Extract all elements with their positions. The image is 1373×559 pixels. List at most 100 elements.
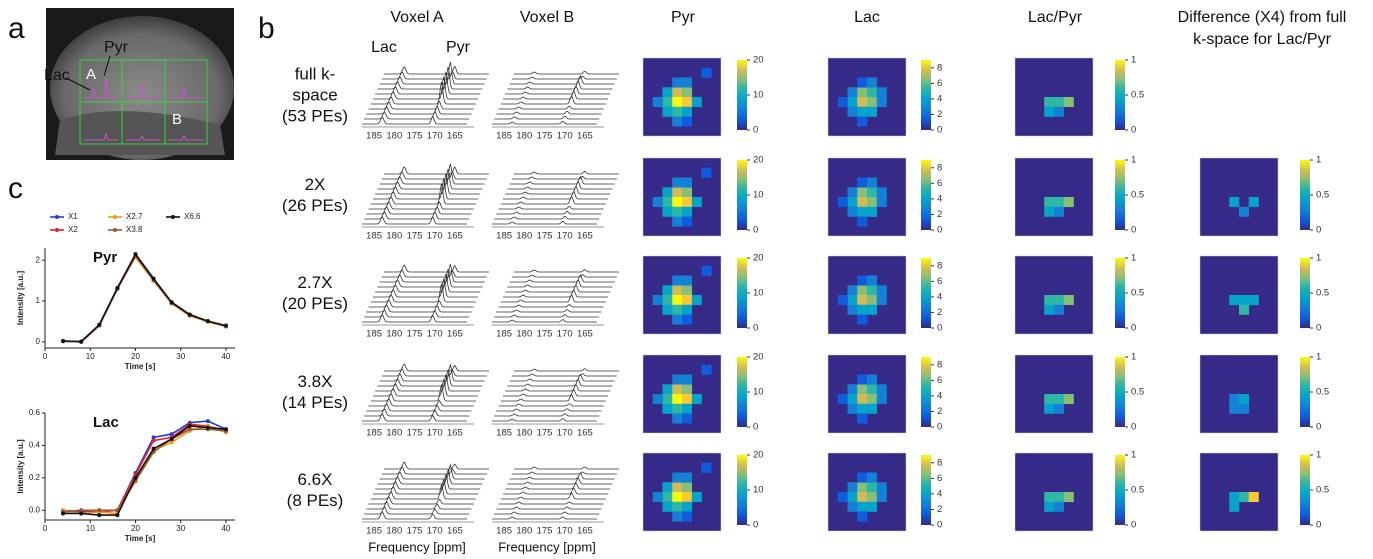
spectrum-trace (362, 315, 467, 322)
row-label: full k- (295, 64, 336, 83)
map-pixel (672, 217, 682, 227)
map-pixel (672, 197, 682, 207)
colorbar-tick-label: 8 (937, 457, 942, 468)
map-pixel (848, 187, 858, 197)
map-pixel (857, 404, 867, 414)
spectrum-trace (375, 72, 480, 94)
column-header: Lac/Pyr (1028, 9, 1083, 26)
map-pixel (857, 394, 867, 404)
freq-tick-label: 170 (427, 428, 443, 439)
map-pixel (857, 512, 867, 522)
map-pixel (682, 473, 692, 483)
data-point (61, 339, 65, 343)
map-pixel (672, 394, 682, 404)
map-pixel (848, 482, 858, 492)
colorbar (1115, 357, 1125, 427)
map-pixel (682, 414, 692, 424)
freq-tick-label: 165 (577, 231, 593, 242)
spectrum-trace (364, 212, 469, 219)
spectrum-trace (384, 364, 489, 371)
freq-tick-label: 180 (386, 428, 402, 439)
freq-tick-label: 165 (577, 428, 593, 439)
freq-tick-label: 165 (577, 131, 593, 142)
legend-label: X1 (68, 212, 78, 221)
colorbar-tick-label: 0.5 (1131, 190, 1144, 201)
freq-tick-label: 170 (427, 329, 443, 340)
map-pixel (692, 394, 702, 404)
map-pixel (838, 492, 848, 502)
spectrum-trace (366, 106, 471, 114)
map-pixel (663, 187, 673, 197)
freq-tick-label: 185 (366, 131, 382, 142)
data-point (61, 512, 65, 516)
map-pixel (682, 315, 692, 325)
map-pixel (867, 207, 877, 217)
map-pixel (672, 414, 682, 424)
data-point (152, 277, 156, 281)
spectrum-trace (384, 265, 489, 272)
spectrum-trace (382, 270, 487, 277)
map-pixel (1044, 107, 1054, 117)
freq-tick-label: 175 (407, 231, 423, 242)
colorbar-tick-label: 6 (937, 178, 942, 189)
colorbar-tick-label: 20 (753, 155, 764, 166)
freq-tick-label: 180 (386, 526, 402, 537)
freq-tick-label: 175 (407, 428, 423, 439)
row-label: 2.7X (298, 273, 333, 292)
spectrum-trace (369, 300, 474, 307)
map-pixel (682, 217, 692, 227)
row-label: 2X (305, 175, 326, 194)
colorbar (1115, 160, 1125, 230)
map-pixel (663, 207, 673, 217)
spectrum-trace (514, 71, 619, 74)
map-pixel (672, 482, 682, 492)
freq-tick-label: 170 (557, 131, 573, 142)
freq-tick-label: 175 (537, 131, 553, 142)
colorbar-tick-label: 1 (1131, 352, 1136, 363)
map-pixel (672, 502, 682, 512)
row-label: (8 PEs) (287, 491, 344, 510)
map-pixel (672, 492, 682, 502)
spectrum-trace (496, 111, 601, 114)
data-point (224, 324, 228, 328)
colorbar-tick-label: 10 (753, 387, 764, 398)
colorbar-tick-label: 0 (1316, 225, 1321, 236)
map-pixel (672, 375, 682, 385)
map-pixel (857, 187, 867, 197)
legend-marker (113, 215, 117, 219)
map-pixel (1249, 197, 1259, 207)
spectrum-trace (366, 305, 471, 312)
spectrum-trace (366, 207, 471, 214)
map-pixel (1229, 197, 1239, 207)
colorbar-tick-label: 8 (937, 62, 942, 73)
data-point (206, 419, 210, 423)
map-pixel (1239, 207, 1249, 217)
colorbar-tick-label: 0 (937, 323, 942, 334)
map-pixel (877, 482, 887, 492)
colorbar-tick-label: 0 (937, 520, 942, 531)
column-header: Difference (X4) from full (1178, 9, 1347, 26)
freq-tick-label: 165 (577, 526, 593, 537)
spectrum-trace (514, 270, 619, 272)
map-pixel (1054, 295, 1064, 305)
map-pixel (1044, 197, 1054, 207)
freq-tick-label: 170 (557, 329, 573, 340)
map-pixel (1064, 295, 1074, 305)
map-pixel (1239, 394, 1249, 404)
spectrum-trace (492, 517, 597, 519)
map-pixel (682, 295, 692, 305)
y-tick-label: 0.0 (29, 505, 41, 514)
map-pixel (838, 97, 848, 107)
map-pixel (867, 482, 877, 492)
row-label: (53 PEs) (282, 106, 348, 125)
map-pixel (653, 197, 663, 207)
freq-tick-label: 185 (366, 231, 382, 242)
colorbar-tick-label: 4 (937, 291, 942, 302)
colorbar-tick-label: 20 (753, 253, 764, 264)
map-pixel (867, 87, 877, 97)
spectrum-trace (492, 121, 597, 124)
x-tick-label: 30 (176, 352, 185, 361)
map-pixel (682, 78, 692, 88)
map-pixel (877, 197, 887, 207)
data-point (97, 513, 101, 517)
